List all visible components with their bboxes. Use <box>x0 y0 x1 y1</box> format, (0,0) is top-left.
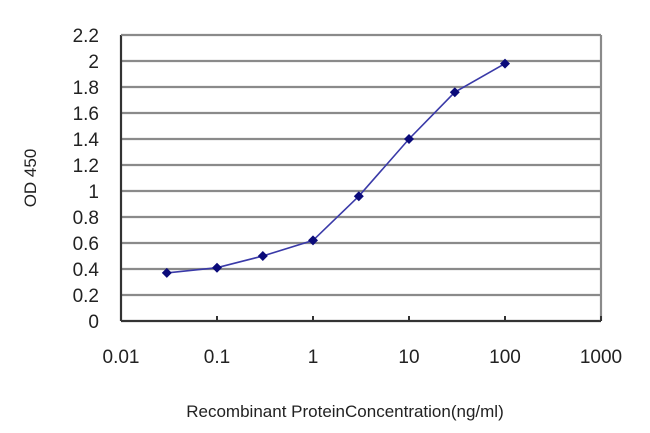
x-axis-title: Recombinant ProteinConcentration(ng/ml) <box>186 402 504 421</box>
y-tick-label: 1.8 <box>73 78 99 99</box>
data-series <box>161 58 510 278</box>
data-point-diamond-marker <box>404 134 414 144</box>
x-axis-tick-labels: 0.01 0.1 1 10 100 1000 <box>103 347 623 368</box>
series-line <box>166 62 506 274</box>
y-tick-label: 0 <box>88 312 99 333</box>
data-point-diamond-marker <box>257 251 268 261</box>
y-axis-tick-labels: 0 0.2 0.4 0.6 0.8 1 1.2 1.4 1.6 1.8 2 2.2 <box>73 26 100 333</box>
y-tick-label: 2.2 <box>73 26 99 47</box>
data-point-diamond-marker <box>212 262 222 273</box>
y-axis-title: OD 450 <box>21 149 40 208</box>
x-tick-label: 100 <box>489 347 521 368</box>
y-tick-label: 0.2 <box>73 286 99 307</box>
data-point-diamond-marker <box>353 191 364 202</box>
x-tick-label: 1 <box>308 347 319 368</box>
y-tick-label: 1.2 <box>73 156 99 177</box>
y-tick-label: 0.4 <box>73 260 100 281</box>
x-tick-label: 10 <box>398 347 419 368</box>
y-tick-label: 1 <box>88 182 99 203</box>
x-tick-label: 1000 <box>580 347 622 368</box>
plot-area-frame <box>119 34 603 323</box>
y-tick-label: 1.4 <box>73 130 100 151</box>
y-tick-label: 1.6 <box>73 104 99 125</box>
data-point-diamond-marker <box>449 87 460 98</box>
x-tick-label: 0.01 <box>103 347 140 368</box>
y-tick-label: 2 <box>88 52 99 73</box>
data-point-diamond-marker <box>308 235 318 246</box>
horizontal-gridlines <box>121 33 601 297</box>
y-tick-label: 0.8 <box>73 208 99 229</box>
data-point-diamond-marker <box>161 267 172 278</box>
data-point-diamond-marker <box>500 58 510 69</box>
y-tick-label: 0.6 <box>73 234 99 255</box>
x-tick-label: 0.1 <box>204 347 230 368</box>
